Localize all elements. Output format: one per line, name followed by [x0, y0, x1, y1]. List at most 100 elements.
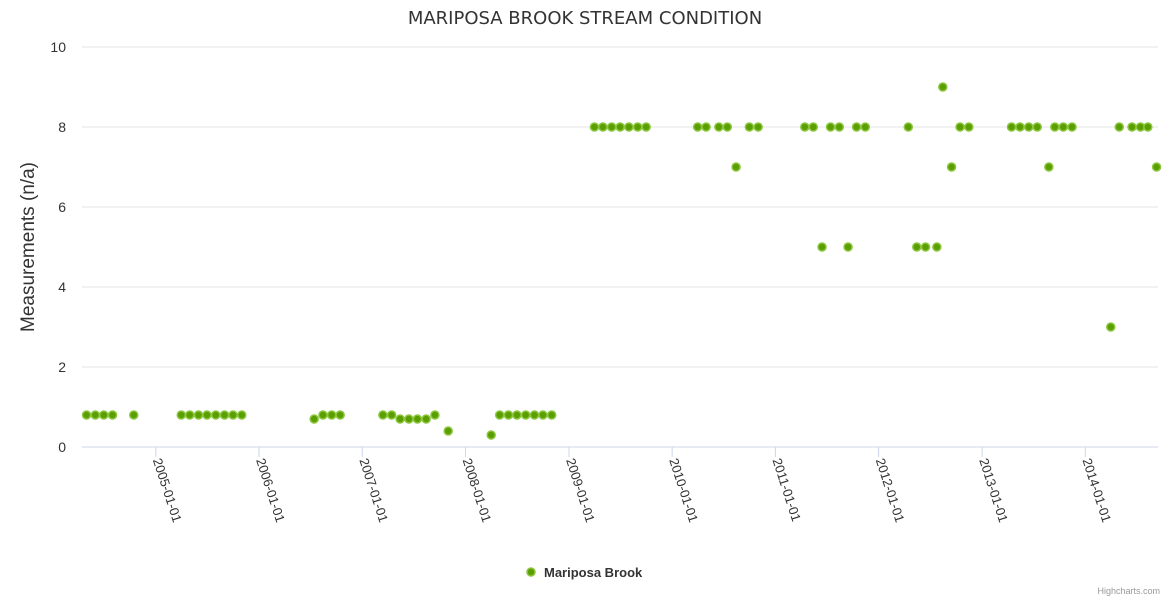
y-tick-label: 8 — [58, 119, 66, 135]
data-point[interactable] — [90, 410, 101, 420]
credits[interactable]: Highcharts.com — [1097, 586, 1160, 596]
data-point[interactable] — [624, 122, 634, 132]
data-point[interactable] — [546, 410, 557, 420]
data-point[interactable] — [430, 410, 440, 420]
data-point[interactable] — [817, 242, 827, 252]
data-point[interactable] — [1058, 122, 1069, 132]
data-point[interactable] — [193, 410, 204, 420]
data-point[interactable] — [404, 414, 414, 424]
data-point[interactable] — [692, 122, 703, 132]
data-point[interactable] — [219, 410, 230, 420]
series-points[interactable] — [81, 82, 1162, 440]
legend[interactable]: Mariposa Brook — [526, 565, 643, 580]
y-tick-label: 10 — [50, 39, 66, 55]
x-tick-label: 2014-01-01 — [1079, 456, 1114, 524]
data-point[interactable] — [606, 122, 617, 132]
y-axis-label: Measurements (n/a) — [18, 162, 39, 332]
data-point[interactable] — [228, 410, 238, 420]
data-point[interactable] — [386, 410, 397, 420]
data-point[interactable] — [412, 414, 423, 424]
data-point[interactable] — [808, 122, 819, 132]
data-point[interactable] — [912, 242, 922, 252]
data-point[interactable] — [378, 410, 388, 420]
data-point[interactable] — [237, 410, 247, 420]
data-point[interactable] — [1006, 122, 1017, 132]
data-point[interactable] — [632, 122, 643, 132]
data-point[interactable] — [211, 410, 221, 420]
y-tick-label: 2 — [58, 359, 66, 375]
y-axis-ticks: 0 2 4 6 8 10 — [50, 39, 66, 455]
y-tick-label: 6 — [58, 199, 66, 215]
data-point[interactable] — [520, 410, 531, 420]
x-tick-label: 2011-01-01 — [770, 456, 805, 523]
data-point[interactable] — [598, 122, 608, 132]
data-point[interactable] — [176, 410, 187, 420]
data-point[interactable] — [955, 122, 965, 132]
data-point[interactable] — [825, 122, 836, 132]
x-tick-label: 2007-01-01 — [356, 456, 391, 524]
x-axis: 2005-01-01 2006-01-01 2007-01-01 2008-01-01… — [150, 447, 1114, 524]
data-point[interactable] — [701, 122, 711, 132]
data-point[interactable] — [421, 414, 431, 424]
data-point[interactable] — [538, 410, 548, 420]
data-point[interactable] — [1114, 122, 1125, 132]
data-point[interactable] — [494, 410, 505, 420]
data-point[interactable] — [722, 122, 733, 132]
data-point[interactable] — [318, 410, 328, 420]
data-point[interactable] — [851, 122, 862, 132]
data-point[interactable] — [1015, 122, 1025, 132]
y-tick-label: 0 — [58, 439, 66, 455]
data-point[interactable] — [1044, 162, 1054, 172]
data-point[interactable] — [395, 414, 405, 424]
data-point[interactable] — [946, 162, 957, 172]
data-point[interactable] — [938, 82, 948, 92]
data-point[interactable] — [512, 410, 522, 420]
data-point[interactable] — [589, 122, 600, 132]
data-point[interactable] — [1050, 122, 1060, 132]
data-point[interactable] — [800, 122, 810, 132]
legend-symbol[interactable] — [526, 567, 536, 577]
data-point[interactable] — [753, 122, 763, 132]
data-point[interactable] — [731, 162, 741, 172]
x-tick-label: 2009-01-01 — [563, 456, 598, 524]
x-tick-label: 2008-01-01 — [460, 456, 495, 524]
data-point[interactable] — [107, 410, 118, 420]
data-point[interactable] — [128, 410, 139, 420]
data-point[interactable] — [81, 410, 92, 420]
data-point[interactable] — [714, 122, 724, 132]
data-point[interactable] — [99, 410, 109, 420]
data-point[interactable] — [1127, 122, 1137, 132]
data-point[interactable] — [202, 410, 212, 420]
legend-item-label[interactable]: Mariposa Brook — [544, 565, 643, 580]
y-tick-label: 4 — [58, 279, 66, 295]
data-point[interactable] — [920, 242, 931, 252]
data-point[interactable] — [1151, 162, 1162, 172]
data-point[interactable] — [1067, 122, 1077, 132]
data-point[interactable] — [744, 122, 755, 132]
data-point[interactable] — [932, 242, 942, 252]
data-point[interactable] — [184, 410, 195, 420]
data-point[interactable] — [335, 410, 345, 420]
data-point[interactable] — [1032, 122, 1043, 132]
data-point[interactable] — [486, 430, 496, 440]
x-tick-label: 2006-01-01 — [253, 456, 288, 524]
data-point[interactable] — [503, 410, 514, 420]
data-point[interactable] — [443, 426, 453, 436]
data-point[interactable] — [1143, 122, 1153, 132]
x-tick-label: 2012-01-01 — [873, 456, 908, 524]
data-point[interactable] — [834, 122, 845, 132]
data-point[interactable] — [1024, 122, 1034, 132]
data-point[interactable] — [843, 242, 853, 252]
x-tick-label: 2013-01-01 — [976, 456, 1011, 524]
data-point[interactable] — [309, 414, 319, 424]
x-tick-label: 2010-01-01 — [666, 456, 701, 524]
data-point[interactable] — [326, 410, 337, 420]
data-point[interactable] — [1106, 322, 1116, 332]
data-point[interactable] — [964, 122, 974, 132]
data-point[interactable] — [903, 122, 914, 132]
data-point[interactable] — [615, 122, 625, 132]
data-point[interactable] — [641, 122, 651, 132]
data-point[interactable] — [529, 410, 540, 420]
data-point[interactable] — [860, 122, 871, 132]
